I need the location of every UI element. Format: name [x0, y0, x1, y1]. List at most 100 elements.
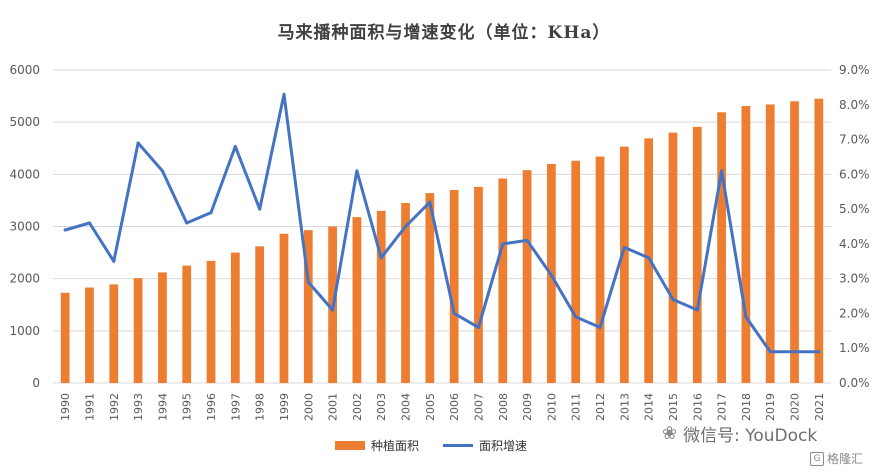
x-tick-label: 2011: [570, 393, 583, 421]
bar: [765, 104, 775, 384]
y2-tick-label: 1.0%: [839, 341, 870, 355]
line-point: [379, 256, 383, 260]
line-point: [258, 207, 262, 211]
line-point: [549, 273, 553, 277]
line-point: [355, 169, 359, 173]
line-point: [428, 200, 432, 204]
y-tick-label: 0: [32, 376, 40, 390]
line-point: [744, 315, 748, 319]
line-point: [647, 256, 651, 260]
x-tick-label: 1995: [181, 393, 194, 421]
y2-tick-label: 2.0%: [839, 306, 870, 320]
y2-tick-label: 3.0%: [839, 272, 870, 286]
line-point: [720, 169, 724, 173]
line-point: [112, 259, 116, 263]
line-point: [793, 350, 797, 354]
x-tick-label: 2021: [813, 393, 826, 421]
bar: [425, 193, 435, 383]
y-tick-label: 1000: [9, 324, 40, 338]
watermark-text: 微信号: YouDock: [683, 426, 818, 446]
bar: [255, 246, 265, 383]
bar: [279, 233, 289, 383]
line-point: [768, 350, 772, 354]
line-point: [501, 242, 505, 246]
line-point: [476, 325, 480, 329]
bar: [595, 156, 605, 383]
x-tick-label: 2016: [691, 393, 704, 421]
brand-logo-icon: G: [810, 451, 824, 466]
wechat-icon: ❀: [662, 423, 678, 444]
left-axis-ticks: 0 1000 2000 3000 4000 5000 6000: [9, 63, 40, 390]
bar: [158, 272, 167, 383]
y2-tick-label: 5.0%: [839, 202, 870, 216]
bar: [571, 160, 581, 383]
y2-tick-label: 7.0%: [839, 133, 870, 147]
x-tick-label: 2003: [375, 393, 388, 421]
x-tick-label: 1998: [254, 393, 267, 421]
legend-item-line: 面积增速: [443, 437, 527, 454]
legend-line-swatch: [443, 444, 474, 447]
y-tick-label: 6000: [9, 63, 40, 77]
line-point: [695, 308, 699, 312]
x-tick-label: 1991: [83, 393, 96, 421]
bar: [692, 126, 702, 383]
bar: [717, 112, 726, 383]
grid-lines: [53, 69, 831, 384]
line-point: [574, 315, 578, 319]
bar: [498, 178, 508, 383]
y2-tick-label: 8.0%: [839, 98, 870, 112]
bar: [85, 287, 94, 383]
y-tick-label: 3000: [9, 220, 40, 234]
line-point: [233, 145, 237, 149]
growth-line: [63, 92, 821, 354]
line-point: [622, 245, 626, 249]
legend-bar-swatch: [335, 441, 365, 450]
bar: [206, 260, 216, 383]
line-point: [209, 211, 213, 215]
line-point: [136, 141, 140, 145]
bar: [668, 132, 678, 383]
y-tick-label: 5000: [9, 115, 40, 129]
x-tick-label: 2009: [521, 393, 534, 421]
x-tick-label: 2007: [472, 393, 485, 421]
bar: [60, 292, 70, 383]
line-point: [185, 221, 189, 225]
line-point: [306, 280, 310, 284]
watermark-brand: G 格隆汇: [810, 450, 863, 467]
watermark: ❀ 微信号: YouDock: [662, 421, 817, 446]
x-tick-label: 1993: [132, 393, 145, 421]
y2-tick-label: 9.0%: [839, 63, 870, 77]
bar: [133, 278, 143, 383]
x-tick-label: 2002: [351, 393, 364, 421]
bar: [619, 146, 629, 383]
x-tick-label: 2014: [643, 393, 656, 421]
y2-tick-label: 4.0%: [839, 237, 870, 251]
x-tick-label: 1999: [278, 393, 291, 421]
x-tick-label: 2013: [618, 393, 631, 421]
x-tick-label: 2015: [667, 393, 680, 421]
line-point: [404, 225, 408, 228]
bar: [814, 98, 824, 384]
chart-title: 马来播种面积与增速变化（单位：KHa）: [277, 23, 611, 43]
line-point: [331, 308, 335, 312]
line-point: [452, 311, 456, 315]
x-tick-label: 2001: [327, 393, 340, 421]
x-tick-label: 2000: [302, 393, 315, 421]
x-tick-label: 2019: [764, 393, 777, 421]
x-tick-label: 1994: [156, 393, 169, 421]
x-tick-label: 1997: [229, 393, 242, 421]
x-tick-label: 2017: [716, 393, 729, 421]
y2-tick-label: 0.0%: [839, 376, 870, 390]
x-tick-label: 2020: [789, 393, 802, 421]
x-tick-label: 2010: [545, 393, 558, 421]
x-tick-label: 1992: [108, 393, 121, 421]
bar: [474, 186, 483, 383]
right-axis-ticks: 0.0% 1.0% 2.0% 3.0% 4.0% 5.0% 6.0% 7.0% 8.0% 9.0%: [839, 63, 870, 390]
bar: [352, 217, 362, 383]
x-tick-label: 2008: [497, 393, 510, 421]
line-series: [63, 92, 821, 354]
watermark-brand-text: 格隆汇: [827, 452, 864, 466]
y-tick-label: 4000: [9, 167, 40, 181]
line-point: [817, 350, 821, 354]
